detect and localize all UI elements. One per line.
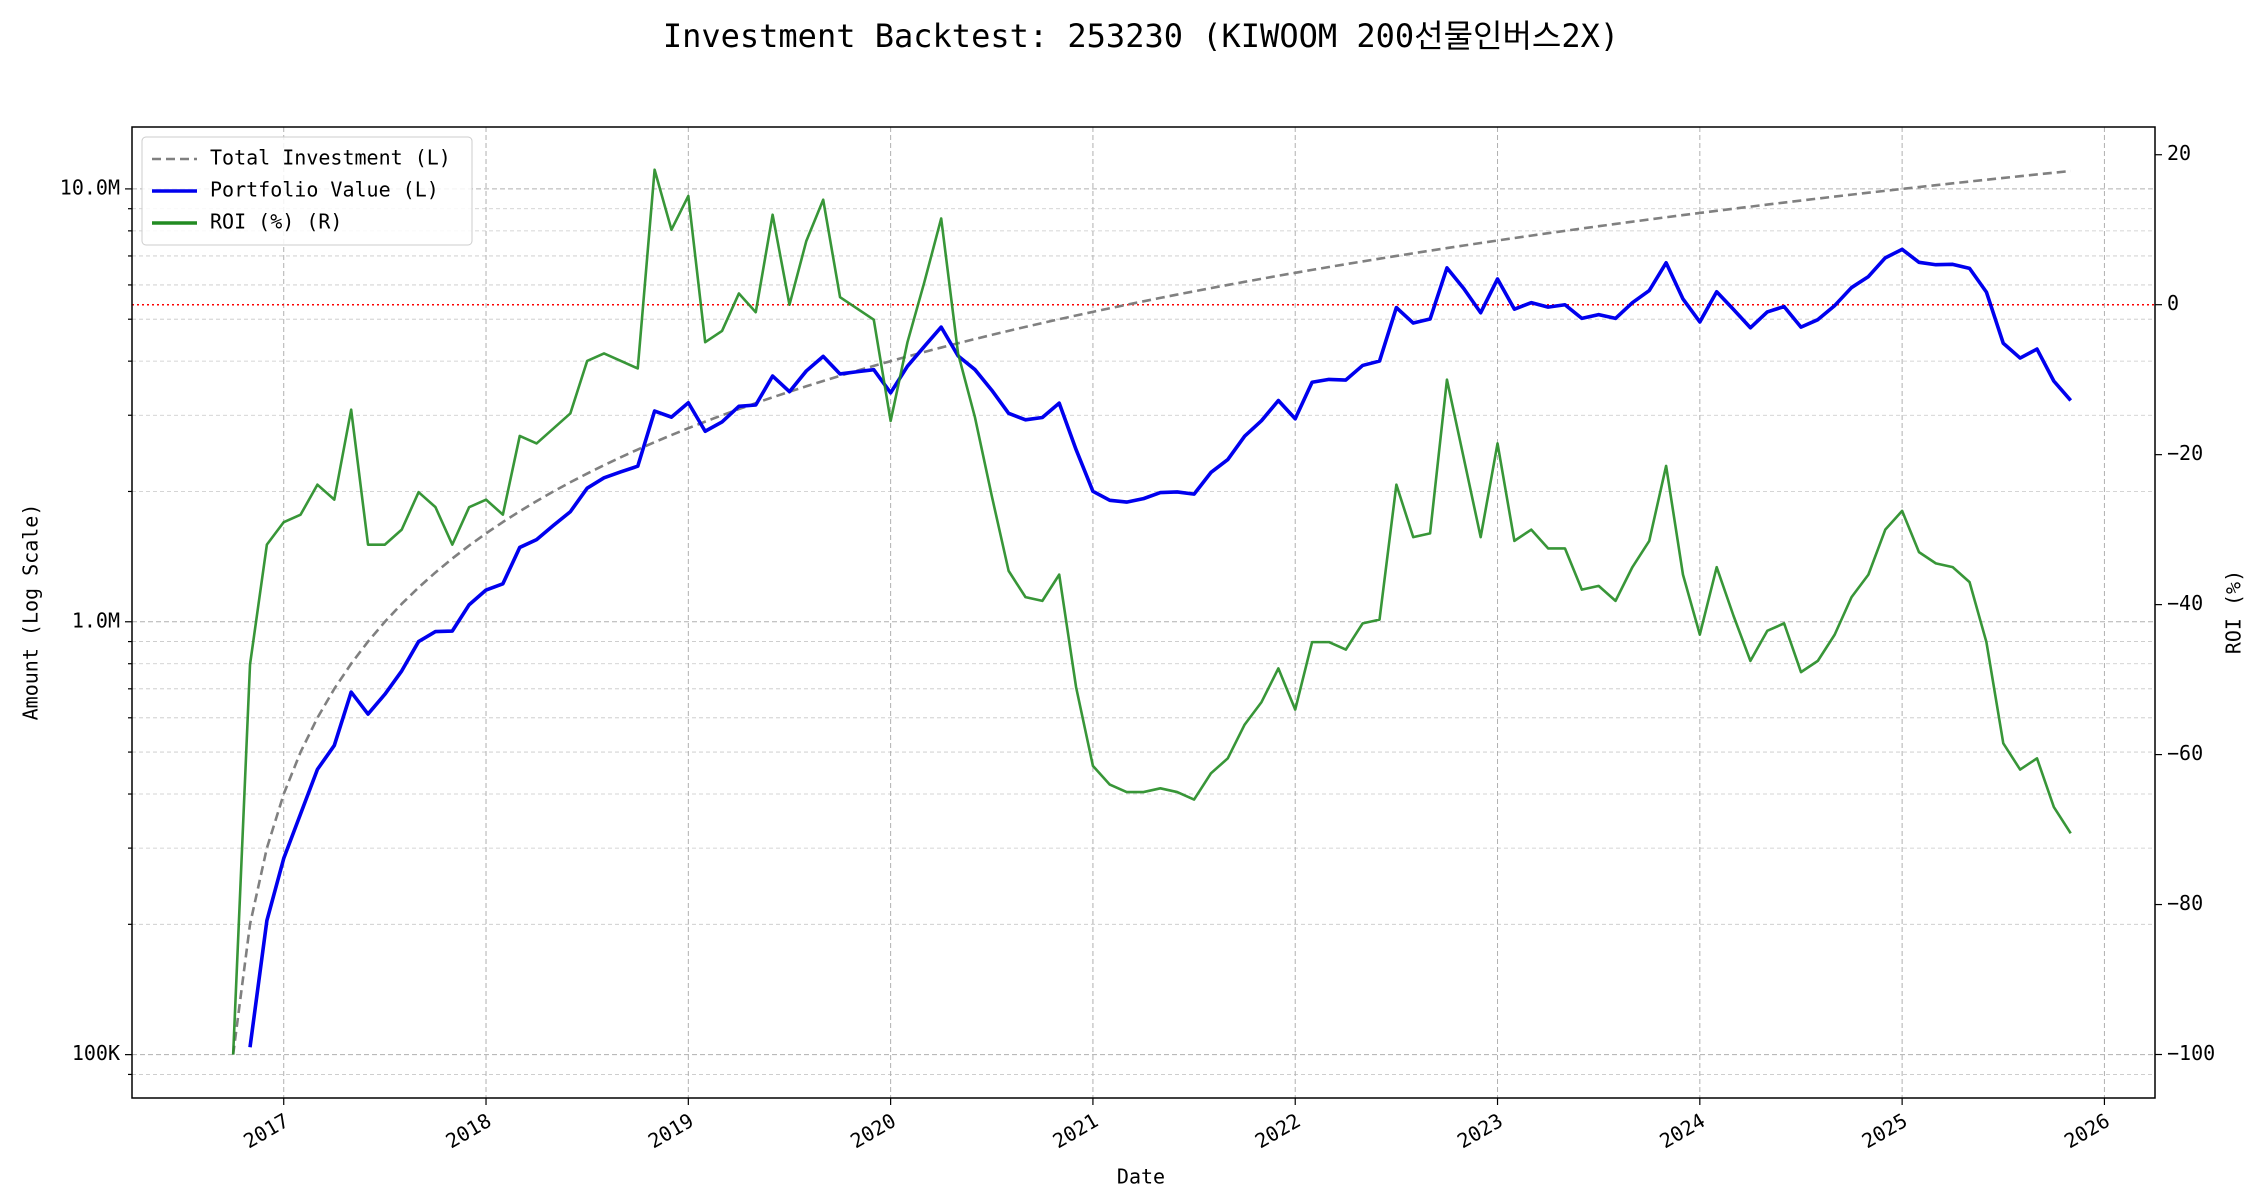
y2-tick-label: 0 xyxy=(2167,291,2179,315)
y-axis-label: Amount (Log Scale) xyxy=(19,504,43,721)
legend-box xyxy=(141,136,473,246)
x-axis-label: Date xyxy=(1117,1165,1165,1189)
y2-tick-label: −100 xyxy=(2167,1041,2215,1065)
plot-area xyxy=(231,168,2073,1055)
legend-label: Total Investment (L) xyxy=(210,146,451,170)
x-tick-label: 2019 xyxy=(644,1108,698,1153)
y2-tick-label: −60 xyxy=(2167,741,2203,765)
x-tick-label: 2026 xyxy=(2060,1108,2114,1153)
x-tick-label: 2018 xyxy=(442,1108,496,1153)
x-tick-label: 2022 xyxy=(1251,1108,1305,1153)
y-tick-label: 100K xyxy=(72,1041,120,1065)
y2-tick-label: −20 xyxy=(2167,441,2203,465)
series-line xyxy=(248,247,2073,1048)
x-tick-label: 2024 xyxy=(1655,1108,1709,1153)
series-line xyxy=(231,169,2071,1055)
series-line xyxy=(231,168,2072,1055)
x-tick-label: 2025 xyxy=(1858,1108,1912,1153)
x-tick-label: 2017 xyxy=(239,1108,293,1153)
x-tick-label: 2023 xyxy=(1453,1108,1507,1153)
y-tick-label: 10.0M xyxy=(60,175,120,199)
legend-label: ROI (%) (R) xyxy=(210,210,342,234)
y2-tick-label: −40 xyxy=(2167,591,2203,615)
x-tick-label: 2021 xyxy=(1048,1108,1102,1153)
x-tick-label: 2020 xyxy=(846,1108,900,1153)
y2-axis-label: ROI (%) xyxy=(2222,570,2246,654)
axes-frame xyxy=(131,126,2156,1099)
legend-label: Portfolio Value (L) xyxy=(210,178,439,202)
y2-tick-label: 20 xyxy=(2167,141,2191,165)
y2-tick-label: −80 xyxy=(2167,891,2203,915)
y-tick-label: 1.0M xyxy=(72,608,120,632)
chart-title: Investment Backtest: 253230 (KIWOOM 200선… xyxy=(663,17,1619,55)
